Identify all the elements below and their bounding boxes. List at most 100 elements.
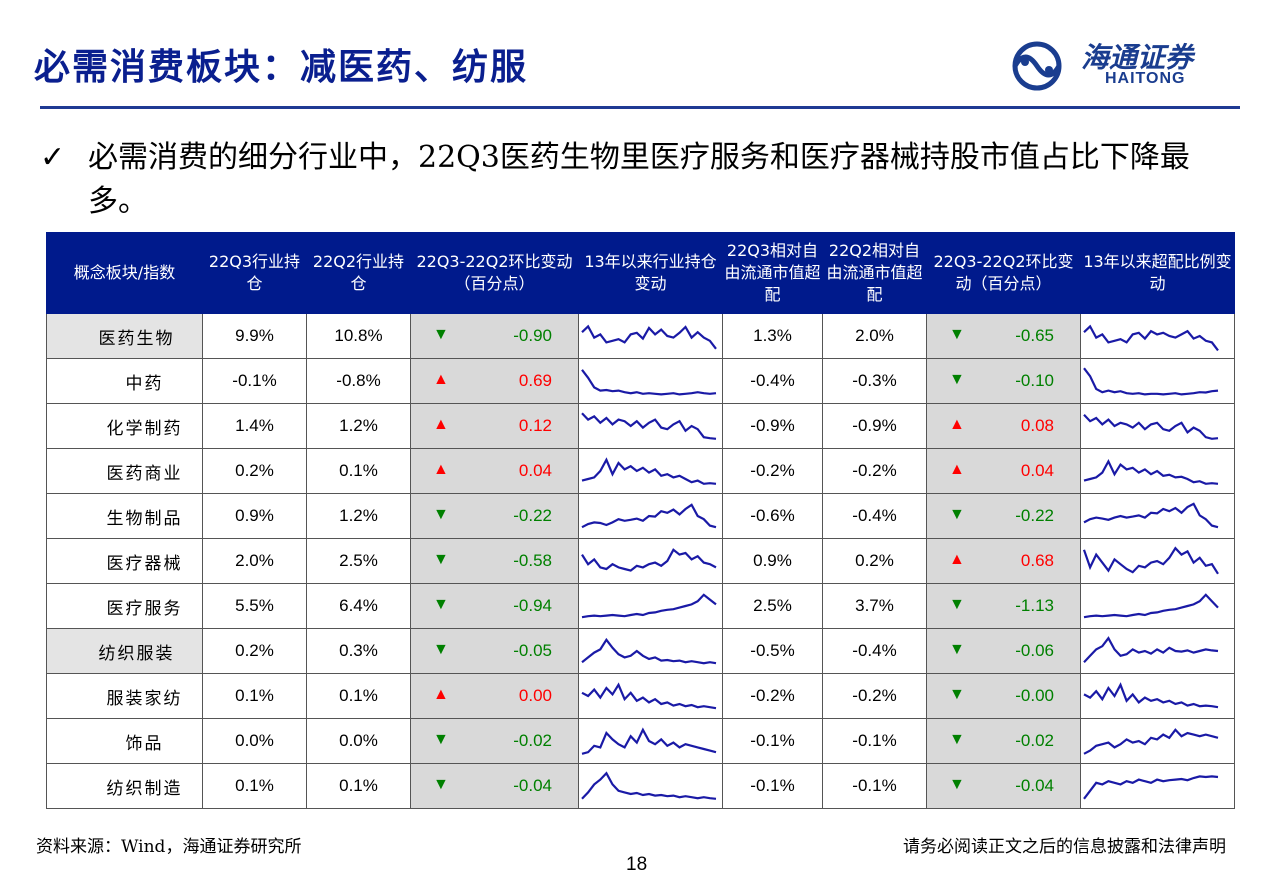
row-name: 医药商业 [46, 448, 203, 494]
sparkline-line [581, 412, 717, 440]
row-name: 纺织制造 [46, 763, 203, 809]
haitong-emblem-icon [1012, 41, 1062, 91]
table-row: 生物制品 0.9% 1.2% ▼ -0.22 -0.6% -0.4% ▼ -0.22 [46, 493, 1235, 539]
overweight-change-value: 0.04 [1020, 461, 1054, 480]
down-arrow-icon: ▼ [949, 776, 965, 793]
header-q3-holding: 22Q3行业持仓 [202, 232, 307, 314]
holding-change: ▲ 0.00 [410, 673, 579, 719]
overweight-trend-sparkline [1080, 718, 1235, 764]
sparkline-line [1083, 593, 1219, 619]
q2-overweight: 3.7% [822, 583, 927, 629]
overweight-change: ▼ -0.06 [926, 628, 1081, 674]
sparkline-line [1083, 682, 1219, 709]
holding-change-value: -0.05 [513, 641, 552, 660]
sparkline-line [1082, 546, 1219, 575]
holding-change: ▼ -0.90 [410, 313, 579, 359]
row-name: 医疗器械 [46, 538, 203, 584]
table-row: 服装家纺 0.1% 0.1% ▲ 0.00 -0.2% -0.2% ▼ -0.00 [46, 673, 1235, 719]
overweight-trend-sparkline [1080, 538, 1235, 584]
overweight-trend-sparkline [1080, 493, 1235, 539]
down-arrow-icon: ▼ [433, 776, 449, 793]
sparkline-line [1083, 728, 1219, 755]
up-arrow-icon: ▲ [433, 461, 449, 478]
sparkline-line [581, 548, 717, 572]
header-q2-holding: 22Q2行业持仓 [306, 232, 411, 314]
down-arrow-icon: ▼ [433, 506, 449, 523]
q3-holding: 0.9% [202, 493, 307, 539]
row-name: 生物制品 [46, 493, 203, 539]
holding-change: ▼ -0.58 [410, 538, 579, 584]
q2-overweight: 0.2% [822, 538, 927, 584]
overweight-change: ▼ -0.22 [926, 493, 1081, 539]
table-row: 医疗器械 2.0% 2.5% ▼ -0.58 0.9% 0.2% ▲ 0.68 [46, 538, 1235, 584]
logo-chinese-text: 海通证券 [1081, 41, 1194, 74]
q2-holding: 0.1% [306, 673, 411, 719]
up-arrow-icon: ▲ [433, 371, 449, 388]
table-row: 纺织制造 0.1% 0.1% ▼ -0.04 -0.1% -0.1% ▼ -0.04 [46, 763, 1235, 809]
q2-holding: 6.4% [306, 583, 411, 629]
sparkline-line [581, 457, 717, 485]
overweight-trend-sparkline [1080, 313, 1235, 359]
q3-overweight: 2.5% [722, 583, 823, 629]
q3-overweight: -0.2% [722, 673, 823, 719]
q2-overweight: -0.1% [822, 763, 927, 809]
row-name: 化学制药 [46, 403, 203, 449]
holding-change: ▼ -0.94 [410, 583, 579, 629]
header-q2-overweight: 22Q2相对自由流通市值超配 [822, 232, 927, 314]
q3-holding: 1.4% [202, 403, 307, 449]
overweight-change: ▲ 0.68 [926, 538, 1081, 584]
holding-change: ▼ -0.22 [410, 493, 579, 539]
holding-trend-sparkline [578, 493, 723, 539]
q2-overweight: -0.2% [822, 448, 927, 494]
holding-change-value: -0.22 [513, 506, 552, 525]
down-arrow-icon: ▼ [949, 596, 965, 613]
holding-change: ▲ 0.69 [410, 358, 579, 404]
haitong-logo: 海通证券 HAITONG [1005, 36, 1235, 96]
q3-holding: -0.1% [202, 358, 307, 404]
holding-change: ▼ -0.02 [410, 718, 579, 764]
down-arrow-icon: ▼ [949, 686, 965, 703]
q2-holding: 10.8% [306, 313, 411, 359]
q3-overweight: -0.1% [722, 718, 823, 764]
sparkline-line [581, 637, 717, 665]
q3-holding: 2.0% [202, 538, 307, 584]
overweight-trend-sparkline [1080, 358, 1235, 404]
holding-change-value: 0.12 [518, 416, 552, 435]
q2-holding: 0.1% [306, 448, 411, 494]
row-name: 纺织服装 [46, 628, 203, 674]
holding-change-value: 0.69 [518, 371, 552, 390]
q2-overweight: -0.3% [822, 358, 927, 404]
row-name: 饰品 [46, 718, 203, 764]
header-q3-overweight: 22Q3相对自由流通市值超配 [722, 232, 823, 314]
holding-trend-sparkline [578, 628, 723, 674]
holding-change-value: -0.04 [513, 776, 552, 795]
q3-overweight: -0.5% [722, 628, 823, 674]
holding-trend-sparkline [578, 763, 723, 809]
q2-holding: 0.0% [306, 718, 411, 764]
down-arrow-icon: ▼ [949, 641, 965, 658]
q3-holding: 0.1% [202, 763, 307, 809]
holding-change-value: -0.90 [513, 326, 552, 345]
header-holding-trend: 13年以来行业持仓变动 [578, 232, 723, 314]
holdings-table: 概念板块/指数 22Q3行业持仓 22Q2行业持仓 22Q3-22Q2环比变动（… [46, 232, 1235, 809]
sparkline-line [1083, 458, 1219, 485]
row-name: 医疗服务 [46, 583, 203, 629]
holding-trend-sparkline [578, 583, 723, 629]
q2-holding: 1.2% [306, 403, 411, 449]
overweight-change-value: -0.22 [1015, 506, 1054, 525]
overweight-change-value: -1.13 [1015, 596, 1054, 615]
holding-change-value: -0.94 [513, 596, 552, 615]
q2-holding: 1.2% [306, 493, 411, 539]
overweight-change-value: -0.00 [1015, 686, 1054, 705]
sparkline-line [1083, 414, 1219, 440]
overweight-change-value: -0.02 [1015, 731, 1054, 750]
q3-overweight: -0.2% [722, 448, 823, 494]
overweight-change-value: -0.65 [1015, 326, 1054, 345]
holding-change: ▼ -0.05 [410, 628, 579, 674]
q3-overweight: -0.9% [722, 403, 823, 449]
q3-holding: 0.1% [202, 673, 307, 719]
overweight-trend-sparkline [1080, 403, 1235, 449]
overweight-change: ▼ -0.65 [926, 313, 1081, 359]
sparkline-line [1083, 636, 1219, 663]
up-arrow-icon: ▲ [949, 551, 965, 568]
